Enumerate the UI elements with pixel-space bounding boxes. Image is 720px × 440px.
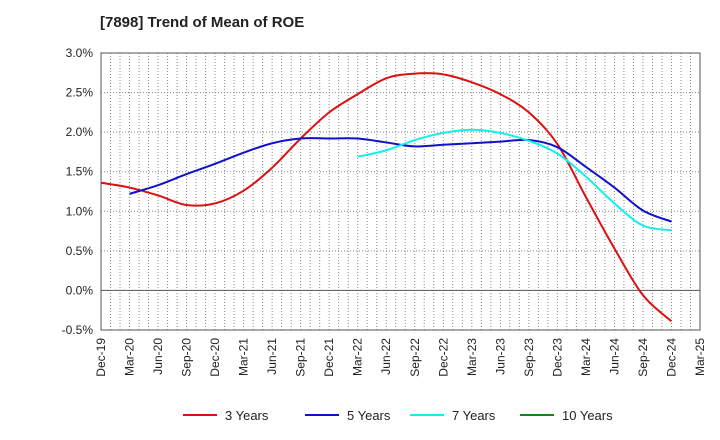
- series-lines: [100, 72, 673, 323]
- x-axis-ticks: Dec-19 Mar-20 Jun-20 Sep-20 Dec-20 Mar-21 Jun-…: [94, 338, 707, 377]
- x-tick-label: Jun-22: [379, 338, 393, 375]
- chart-title: [7898] Trend of Mean of ROE: [100, 14, 305, 31]
- x-tick-label: Dec-24: [664, 338, 678, 377]
- series-line-7-years: [357, 128, 672, 232]
- x-tick-label: Dec-19: [94, 338, 108, 377]
- x-tick-label: Mar-20: [123, 338, 137, 376]
- x-tick-label: Sep-20: [180, 338, 194, 377]
- x-tick-label: Mar-25: [693, 338, 707, 376]
- plot-frame: [100, 52, 701, 331]
- x-tick-label: Mar-23: [465, 338, 479, 376]
- y-tick-label: 1.0%: [66, 204, 94, 218]
- x-tick-label: Mar-22: [351, 338, 365, 376]
- legend-label: 5 Years: [347, 408, 391, 423]
- y-axis-ticks: 3.0% 2.5% 2.0% 1.5% 1.0% 0.5% 0.0% -0.5%: [62, 46, 94, 337]
- legend: 3 Years 5 Years 7 Years 10 Years: [183, 408, 613, 423]
- x-tick-label: Dec-21: [322, 338, 336, 377]
- x-tick-label: Jun-24: [607, 338, 621, 375]
- x-tick-label: Dec-22: [436, 338, 450, 377]
- x-tick-label: Jun-20: [151, 338, 165, 375]
- x-tick-label: Sep-24: [636, 338, 650, 377]
- legend-label: 3 Years: [225, 408, 269, 423]
- y-tick-label: 1.5%: [66, 165, 94, 179]
- legend-label: 10 Years: [562, 408, 613, 423]
- grid: [100, 52, 701, 331]
- x-tick-label: Sep-21: [294, 338, 308, 377]
- x-tick-label: Jun-23: [493, 338, 507, 375]
- y-tick-label: 0.0%: [66, 283, 94, 297]
- x-tick-label: Mar-21: [237, 338, 251, 376]
- x-tick-label: Sep-23: [522, 338, 536, 377]
- x-tick-label: Mar-24: [579, 338, 593, 376]
- y-tick-label: 3.0%: [66, 46, 94, 60]
- x-tick-label: Jun-21: [265, 338, 279, 375]
- x-tick-label: Sep-22: [408, 338, 422, 377]
- y-tick-label: 2.0%: [66, 125, 94, 139]
- x-tick-label: Dec-20: [208, 338, 222, 377]
- series-line-3-years: [100, 72, 673, 323]
- y-tick-label: 0.5%: [66, 244, 94, 258]
- legend-label: 7 Years: [452, 408, 496, 423]
- y-tick-label: 2.5%: [66, 86, 94, 100]
- y-tick-label: -0.5%: [62, 323, 94, 337]
- x-tick-label: Dec-23: [550, 338, 564, 377]
